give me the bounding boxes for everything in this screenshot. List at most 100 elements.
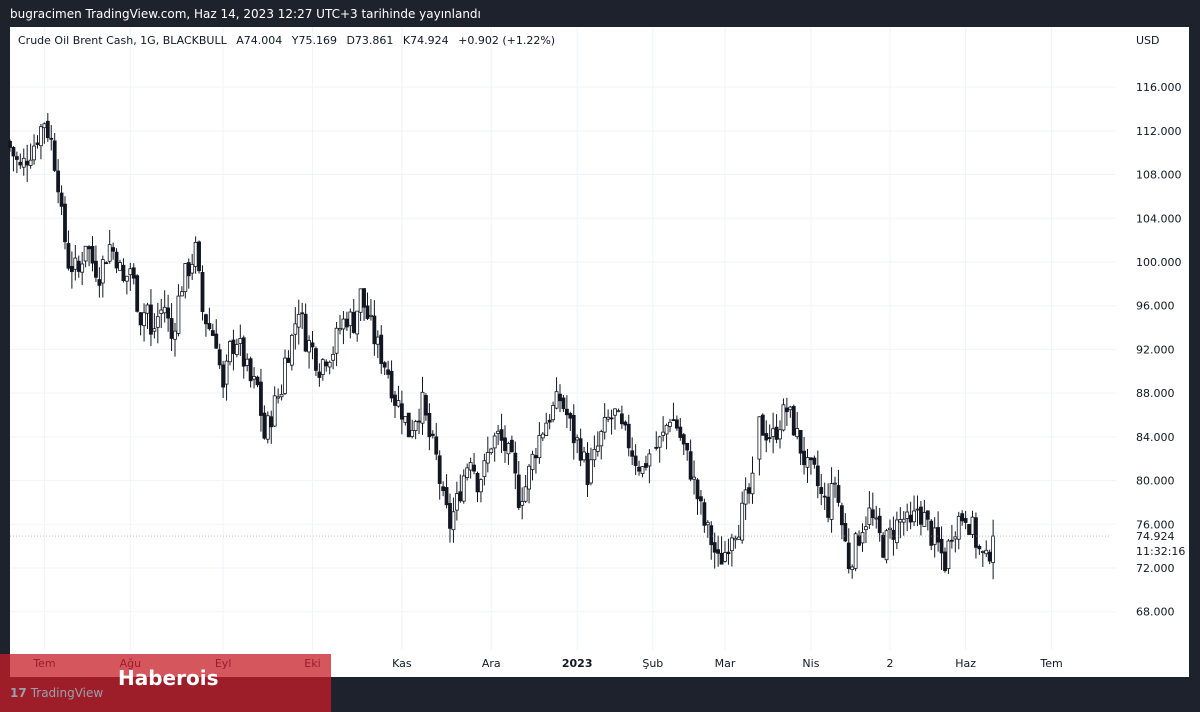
candle-up xyxy=(183,263,188,293)
candle-down xyxy=(324,361,329,367)
candle-up xyxy=(283,357,287,394)
candle-down xyxy=(303,313,308,352)
candle-down xyxy=(623,421,628,426)
candle-down xyxy=(344,318,349,328)
candle-up xyxy=(729,537,734,552)
candle-up xyxy=(327,361,332,368)
candle-down xyxy=(726,551,731,555)
candle-down xyxy=(826,496,831,518)
candle-up xyxy=(864,526,868,531)
candle-down xyxy=(846,542,851,569)
candle-down xyxy=(138,312,143,326)
candle-down xyxy=(169,318,174,339)
candle-down xyxy=(609,417,614,420)
candle-down xyxy=(437,455,442,484)
candle-down xyxy=(839,505,844,526)
candle-down xyxy=(774,426,779,440)
candle-down xyxy=(90,245,95,264)
candle-down xyxy=(564,408,569,416)
candle-down xyxy=(94,260,98,278)
candle-up xyxy=(723,552,727,562)
candle-down xyxy=(317,371,322,378)
candle-up xyxy=(595,445,600,452)
candle-down xyxy=(516,474,521,508)
time-tick-label: Nis xyxy=(802,657,819,670)
candle-down xyxy=(427,413,432,438)
candle-down xyxy=(255,376,260,386)
candle-down xyxy=(960,513,965,522)
tradingview-brand-label: TradingView xyxy=(30,686,104,700)
candle-down xyxy=(434,436,439,455)
candle-down xyxy=(637,466,641,472)
candle-up xyxy=(953,536,958,540)
candle-up xyxy=(912,510,916,523)
candle-up xyxy=(647,453,652,467)
grid-lines xyxy=(10,27,1116,650)
candle-up xyxy=(905,511,910,519)
candle-up xyxy=(575,437,580,441)
candle-down xyxy=(578,438,583,461)
candle-down xyxy=(681,434,686,445)
candle-up xyxy=(461,475,466,502)
candle-down xyxy=(186,262,191,277)
candle-up xyxy=(750,472,755,495)
candle-down xyxy=(784,407,789,413)
candle-down xyxy=(881,534,886,558)
candle-up xyxy=(582,451,586,461)
candle-up xyxy=(479,479,483,493)
candle-down xyxy=(644,463,648,468)
candle-down xyxy=(695,479,700,500)
candle-down xyxy=(399,403,404,420)
candle-down xyxy=(688,451,693,480)
candle-down xyxy=(351,311,356,333)
time-tick-label: Mar xyxy=(715,657,736,670)
candle-down xyxy=(891,529,896,540)
candle-down xyxy=(430,433,435,436)
candle-down xyxy=(200,272,205,312)
change-value: +0.902 (+1.22%) xyxy=(458,34,556,47)
candle-up xyxy=(128,268,133,276)
candle-up xyxy=(599,431,604,447)
candle-up xyxy=(602,417,607,433)
time-tick-label: Şub xyxy=(642,657,663,670)
candle-up xyxy=(375,336,380,345)
currency-label[interactable]: USD xyxy=(1136,34,1160,47)
candle-down xyxy=(286,357,291,363)
candle-down xyxy=(558,393,562,402)
candle-up xyxy=(898,519,903,523)
candle-down xyxy=(929,520,934,546)
candle-up xyxy=(527,465,531,490)
candle-up xyxy=(341,318,346,330)
candle-down xyxy=(472,464,476,472)
watermark-text: Haberois xyxy=(118,666,219,690)
candle-down xyxy=(204,314,208,325)
watermark-banner xyxy=(0,654,331,712)
symbol-legend[interactable]: Crude Oil Brent Cash, 1G, BLACKBULL A74.… xyxy=(18,34,561,47)
candle-up xyxy=(252,375,256,380)
candle-down xyxy=(66,243,71,269)
candle-up xyxy=(413,421,418,431)
candle-up xyxy=(496,430,501,434)
candle-down xyxy=(671,419,676,422)
candle-up xyxy=(922,512,927,527)
candle-down xyxy=(654,446,659,449)
candle-up xyxy=(795,428,800,438)
candle-down xyxy=(791,406,796,436)
candle-up xyxy=(984,549,989,555)
candle-down xyxy=(767,437,772,439)
tradingview-brand[interactable]: 17 TradingView xyxy=(10,686,103,700)
candle-up xyxy=(420,391,425,424)
price-tick-label: 112.000 xyxy=(1136,125,1182,138)
candle-down xyxy=(815,465,820,487)
candle-down xyxy=(314,348,318,371)
price-tick-label: 116.000 xyxy=(1136,81,1182,94)
candle-down xyxy=(76,260,81,272)
candle-down xyxy=(678,426,683,438)
candle-down xyxy=(877,515,882,534)
candle-down xyxy=(709,525,714,546)
candle-down xyxy=(448,503,452,529)
candle-down xyxy=(49,137,54,140)
candle-up xyxy=(530,453,535,470)
candle-up xyxy=(320,359,325,375)
